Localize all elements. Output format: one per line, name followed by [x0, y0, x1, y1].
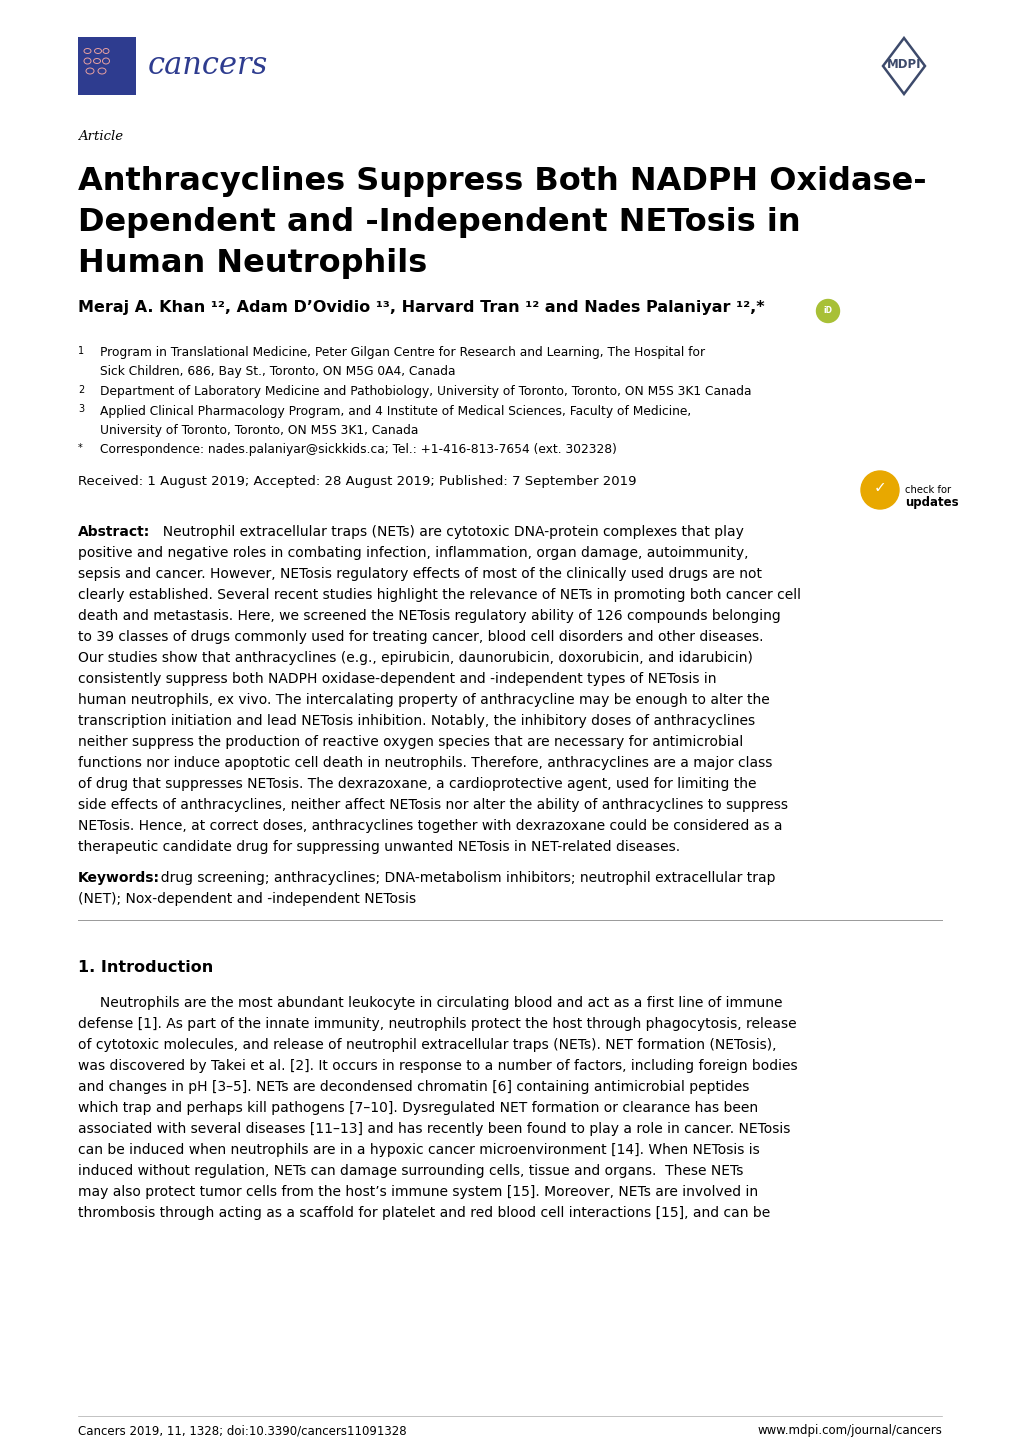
Text: of cytotoxic molecules, and release of neutrophil extracellular traps (NETs). NE: of cytotoxic molecules, and release of n…: [77, 1038, 775, 1053]
Text: neither suppress the production of reactive oxygen species that are necessary fo: neither suppress the production of react…: [77, 735, 743, 748]
FancyBboxPatch shape: [77, 37, 136, 95]
Text: Abstract:: Abstract:: [77, 525, 150, 539]
Text: thrombosis through acting as a scaffold for platelet and red blood cell interact: thrombosis through acting as a scaffold …: [77, 1206, 769, 1220]
Circle shape: [815, 300, 839, 323]
Text: sepsis and cancer. However, NETosis regulatory effects of most of the clinically: sepsis and cancer. However, NETosis regu…: [77, 567, 761, 581]
Text: human neutrophils, ex vivo. The intercalating property of anthracycline may be e: human neutrophils, ex vivo. The intercal…: [77, 694, 769, 707]
Text: defense [1]. As part of the innate immunity, neutrophils protect the host throug: defense [1]. As part of the innate immun…: [77, 1017, 796, 1031]
Text: Article: Article: [77, 130, 123, 143]
Text: Department of Laboratory Medicine and Pathobiology, University of Toronto, Toron: Department of Laboratory Medicine and Pa…: [100, 385, 751, 398]
Text: ✓: ✓: [872, 480, 886, 496]
Text: 3: 3: [77, 405, 84, 414]
Text: Anthracyclines Suppress Both NADPH Oxidase-: Anthracyclines Suppress Both NADPH Oxida…: [77, 166, 925, 198]
Text: Neutrophil extracellular traps (NETs) are cytotoxic DNA-protein complexes that p: Neutrophil extracellular traps (NETs) ar…: [153, 525, 743, 539]
Text: and changes in pH [3–5]. NETs are decondensed chromatin [6] containing antimicro: and changes in pH [3–5]. NETs are decond…: [77, 1080, 749, 1094]
Text: consistently suppress both NADPH oxidase-dependent and -independent types of NET: consistently suppress both NADPH oxidase…: [77, 672, 715, 686]
Text: transcription initiation and lead NETosis inhibition. Notably, the inhibitory do: transcription initiation and lead NETosi…: [77, 714, 754, 728]
Text: www.mdpi.com/journal/cancers: www.mdpi.com/journal/cancers: [756, 1425, 942, 1438]
Text: Keywords:: Keywords:: [77, 871, 160, 885]
Text: Sick Children, 686, Bay St., Toronto, ON M5G 0A4, Canada: Sick Children, 686, Bay St., Toronto, ON…: [100, 365, 455, 378]
Text: (NET); Nox-dependent and -independent NETosis: (NET); Nox-dependent and -independent NE…: [77, 893, 416, 906]
Text: side effects of anthracyclines, neither affect NETosis nor alter the ability of : side effects of anthracyclines, neither …: [77, 797, 788, 812]
Text: check for: check for: [904, 485, 950, 495]
Text: 1. Introduction: 1. Introduction: [77, 960, 213, 975]
Text: Program in Translational Medicine, Peter Gilgan Centre for Research and Learning: Program in Translational Medicine, Peter…: [100, 346, 704, 359]
Text: to 39 classes of drugs commonly used for treating cancer, blood cell disorders a: to 39 classes of drugs commonly used for…: [77, 630, 763, 645]
Text: *: *: [77, 444, 83, 453]
Text: iD: iD: [822, 307, 832, 316]
Text: Cancers 2019, 11, 1328; doi:10.3390/cancers11091328: Cancers 2019, 11, 1328; doi:10.3390/canc…: [77, 1425, 407, 1438]
Text: associated with several diseases [11–13] and has recently been found to play a r: associated with several diseases [11–13]…: [77, 1122, 790, 1136]
Text: may also protect tumor cells from the host’s immune system [15]. Moreover, NETs : may also protect tumor cells from the ho…: [77, 1185, 757, 1198]
Text: Correspondence: nades.palaniyar@sickkids.ca; Tel.: +1-416-813-7654 (ext. 302328): Correspondence: nades.palaniyar@sickkids…: [100, 444, 616, 457]
Text: can be induced when neutrophils are in a hypoxic cancer microenvironment [14]. W: can be induced when neutrophils are in a…: [77, 1144, 759, 1156]
Text: Human Neutrophils: Human Neutrophils: [77, 248, 427, 278]
Text: functions nor induce apoptotic cell death in neutrophils. Therefore, anthracycli: functions nor induce apoptotic cell deat…: [77, 756, 771, 770]
Text: Neutrophils are the most abundant leukocyte in circulating blood and act as a fi: Neutrophils are the most abundant leukoc…: [77, 996, 782, 1009]
Text: University of Toronto, Toronto, ON M5S 3K1, Canada: University of Toronto, Toronto, ON M5S 3…: [100, 424, 418, 437]
Text: Our studies show that anthracyclines (e.g., epirubicin, daunorubicin, doxorubici: Our studies show that anthracyclines (e.…: [77, 650, 752, 665]
Text: Dependent and -Independent NETosis in: Dependent and -Independent NETosis in: [77, 208, 800, 238]
Text: which trap and perhaps kill pathogens [7–10]. Dysregulated NET formation or clea: which trap and perhaps kill pathogens [7…: [77, 1102, 757, 1115]
Text: induced without regulation, NETs can damage surrounding cells, tissue and organs: induced without regulation, NETs can dam…: [77, 1164, 743, 1178]
Text: 2: 2: [77, 385, 85, 395]
Text: positive and negative roles in combating infection, inflammation, organ damage, : positive and negative roles in combating…: [77, 547, 748, 559]
Text: NETosis. Hence, at correct doses, anthracyclines together with dexrazoxane could: NETosis. Hence, at correct doses, anthra…: [77, 819, 782, 833]
Text: death and metastasis. Here, we screened the NETosis regulatory ability of 126 co: death and metastasis. Here, we screened …: [77, 609, 780, 623]
Text: updates: updates: [904, 496, 958, 509]
Text: MDPI: MDPI: [886, 59, 920, 72]
Text: 1: 1: [77, 346, 84, 356]
Text: Applied Clinical Pharmacology Program, and 4 Institute of Medical Sciences, Facu: Applied Clinical Pharmacology Program, a…: [100, 405, 691, 418]
Text: Received: 1 August 2019; Accepted: 28 August 2019; Published: 7 September 2019: Received: 1 August 2019; Accepted: 28 Au…: [77, 474, 636, 487]
Text: clearly established. Several recent studies highlight the relevance of NETs in p: clearly established. Several recent stud…: [77, 588, 800, 601]
Text: therapeutic candidate drug for suppressing unwanted NETosis in NET-related disea: therapeutic candidate drug for suppressi…: [77, 841, 680, 854]
Text: cancers: cancers: [148, 50, 268, 82]
Text: drug screening; anthracyclines; DNA-metabolism inhibitors; neutrophil extracellu: drug screening; anthracyclines; DNA-meta…: [152, 871, 774, 885]
Text: Meraj A. Khan ¹², Adam D’Ovidio ¹³, Harvard Tran ¹² and Nades Palaniyar ¹²,*: Meraj A. Khan ¹², Adam D’Ovidio ¹³, Harv…: [77, 300, 764, 314]
Circle shape: [860, 472, 898, 509]
Text: of drug that suppresses NETosis. The dexrazoxane, a cardioprotective agent, used: of drug that suppresses NETosis. The dex…: [77, 777, 756, 792]
Text: was discovered by Takei et al. [2]. It occurs in response to a number of factors: was discovered by Takei et al. [2]. It o…: [77, 1058, 797, 1073]
